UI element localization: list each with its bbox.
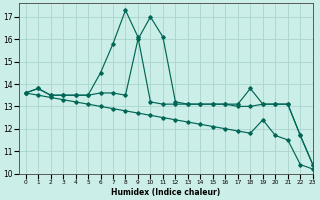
X-axis label: Humidex (Indice chaleur): Humidex (Indice chaleur) — [111, 188, 221, 197]
